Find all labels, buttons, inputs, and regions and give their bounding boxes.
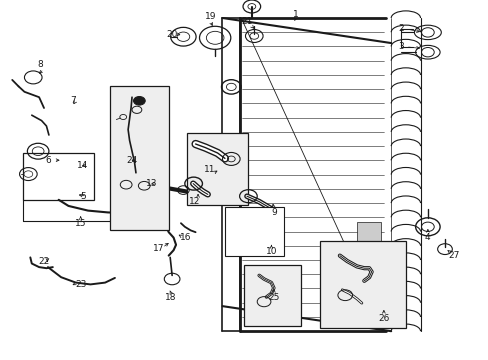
Text: 3: 3 — [397, 42, 403, 51]
Text: 5: 5 — [80, 192, 86, 201]
Text: 2: 2 — [397, 24, 403, 33]
Text: 14: 14 — [77, 161, 89, 170]
Text: 24: 24 — [126, 156, 138, 165]
Text: 15: 15 — [75, 219, 86, 228]
Text: 22: 22 — [38, 256, 50, 265]
Text: 11: 11 — [203, 165, 215, 174]
Text: 7: 7 — [70, 96, 76, 105]
Text: 18: 18 — [165, 292, 177, 302]
Bar — [244, 265, 300, 326]
Text: 20: 20 — [166, 30, 178, 39]
Text: 16: 16 — [180, 233, 191, 242]
Bar — [186, 133, 247, 205]
Bar — [320, 241, 405, 328]
Text: 6: 6 — [45, 156, 51, 165]
Text: 27: 27 — [447, 251, 459, 260]
Text: 10: 10 — [265, 248, 277, 256]
Bar — [356, 221, 381, 300]
Text: 8: 8 — [37, 60, 43, 69]
Text: 17: 17 — [153, 244, 164, 253]
Bar — [23, 153, 94, 200]
Text: 12: 12 — [188, 197, 200, 206]
Text: 19: 19 — [204, 12, 216, 21]
Text: 1: 1 — [292, 10, 298, 19]
Text: 23: 23 — [75, 280, 86, 289]
Circle shape — [133, 96, 145, 105]
Text: 25: 25 — [267, 292, 279, 302]
Text: 4: 4 — [424, 233, 430, 242]
Text: 26: 26 — [377, 314, 389, 323]
Text: 9: 9 — [270, 208, 276, 217]
Text: 13: 13 — [145, 179, 157, 188]
Bar — [110, 86, 168, 230]
Bar — [224, 207, 283, 256]
Text: 21: 21 — [241, 17, 252, 26]
